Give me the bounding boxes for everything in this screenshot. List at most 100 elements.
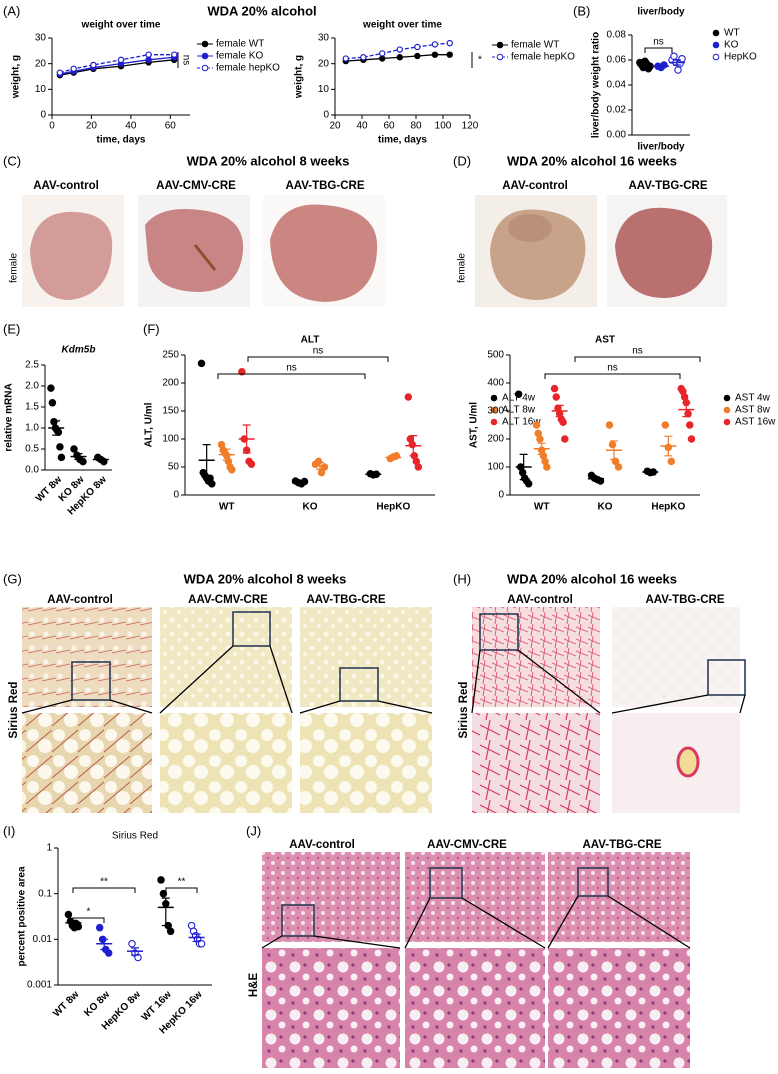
image-label: AAV-TBG-CRE [628,180,707,192]
x-axis-label: time, days [378,135,427,146]
y-tick-label: 0.08 [607,30,627,41]
error-bar [682,402,691,418]
legend-marker [712,29,720,37]
image-label: AAV-TBG-CRE [582,839,661,851]
error-bar [52,420,61,436]
x-tick-label: 80 [410,121,422,132]
data-point [360,54,367,61]
error-bar [316,461,324,470]
data-point [56,69,64,76]
row-label: female [457,253,468,283]
data-point [670,52,678,60]
y-tick-label: 500 [487,350,504,361]
significance-bracket [644,47,673,53]
histology-image [21,607,433,813]
data-point [608,440,617,449]
data-point [247,460,256,468]
data-point [56,443,64,451]
x-tick-label: 40 [125,121,137,132]
panel-title: WDA 20% alcohol 8 weeks [184,571,347,586]
error-bar [222,448,231,461]
data-point [228,466,236,474]
annotation: * [478,55,482,66]
data-point [104,949,113,957]
y-tick-label: 0.1 [38,888,52,899]
error-bar [657,64,665,69]
data-point [238,368,246,376]
data-point [446,51,453,58]
y-tick-label: 1.0 [25,423,39,434]
data-point [414,463,423,471]
row-label: Sirius Red [8,682,20,739]
y-tick-label: 10 [35,84,47,95]
y-tick-label: 10 [318,84,330,95]
y-tick-label: 200 [487,434,504,445]
panel-label: (G) [3,571,22,586]
data-point [686,421,694,429]
x-tick-label: WT 8w [51,989,81,1019]
data-point [396,46,403,53]
chart-title: liver/body [637,7,685,18]
significance-bracket [544,373,681,379]
error-bar [131,947,139,956]
y-axis-label: ALT, U/ml [144,402,155,447]
y-tick-label: 0.01 [33,934,53,945]
legend-marker [490,394,498,402]
data-point [552,393,560,401]
legend-marker [723,394,731,402]
x-tick-label: 60 [383,121,395,132]
significance-bracket [165,887,198,893]
error-bar [641,63,649,67]
data-point [159,889,168,898]
error-bar [202,444,211,477]
data-point [70,65,77,73]
data-point [95,923,104,932]
image-label: AAV-TBG-CRE [645,594,724,606]
y-tick-label: 250 [162,350,179,361]
error-bar [389,455,398,460]
y-tick-label: 0.06 [607,55,627,66]
data-point [145,56,152,64]
image-label: AAV-control [289,839,355,851]
data-point [514,390,523,398]
panel-title: WDA 20% alcohol 16 weeks [507,571,677,586]
row-label: H&E [248,973,260,998]
data-point [687,435,696,443]
y-tick-label: 0.00 [607,130,627,141]
image-label: AAV-CMV-CRE [156,180,236,192]
y-tick-label: 150 [162,406,179,417]
legend-label: female WT [511,40,559,51]
data-point [157,876,165,884]
x-tick-label: WT [534,502,550,513]
y-tick-label: 20 [35,58,47,69]
error-bar [242,424,251,454]
error-bar [555,404,564,418]
data-point [48,399,57,407]
data-point [532,421,541,429]
legend-marker [201,64,209,72]
data-point [396,54,403,61]
panel-title: WDA 20% alcohol 8 weeks [187,153,350,168]
data-point [117,56,125,64]
significance-bracket [217,373,366,379]
data-point [404,393,413,401]
y-tick-label: 0.04 [607,80,627,91]
data-point [171,51,178,58]
x-tick-label: 100 [435,121,452,132]
annotation: * [87,907,91,918]
significance-bracket [72,887,136,893]
legend-label: female hepKO [511,52,575,63]
y-tick-label: 0 [323,110,329,121]
histology-image [261,852,691,1068]
panel-label: (I) [3,823,15,838]
error-bar [369,473,378,476]
legend-label: ALT 16w [502,417,541,428]
legend-marker [723,418,731,426]
significance-bracket [72,917,105,923]
data-point [342,55,349,62]
data-point [536,435,544,443]
legend-marker [490,418,498,426]
image-label: AAV-CMV-CRE [427,839,507,851]
data-point [446,39,453,47]
y-tick-label: 100 [487,462,504,473]
